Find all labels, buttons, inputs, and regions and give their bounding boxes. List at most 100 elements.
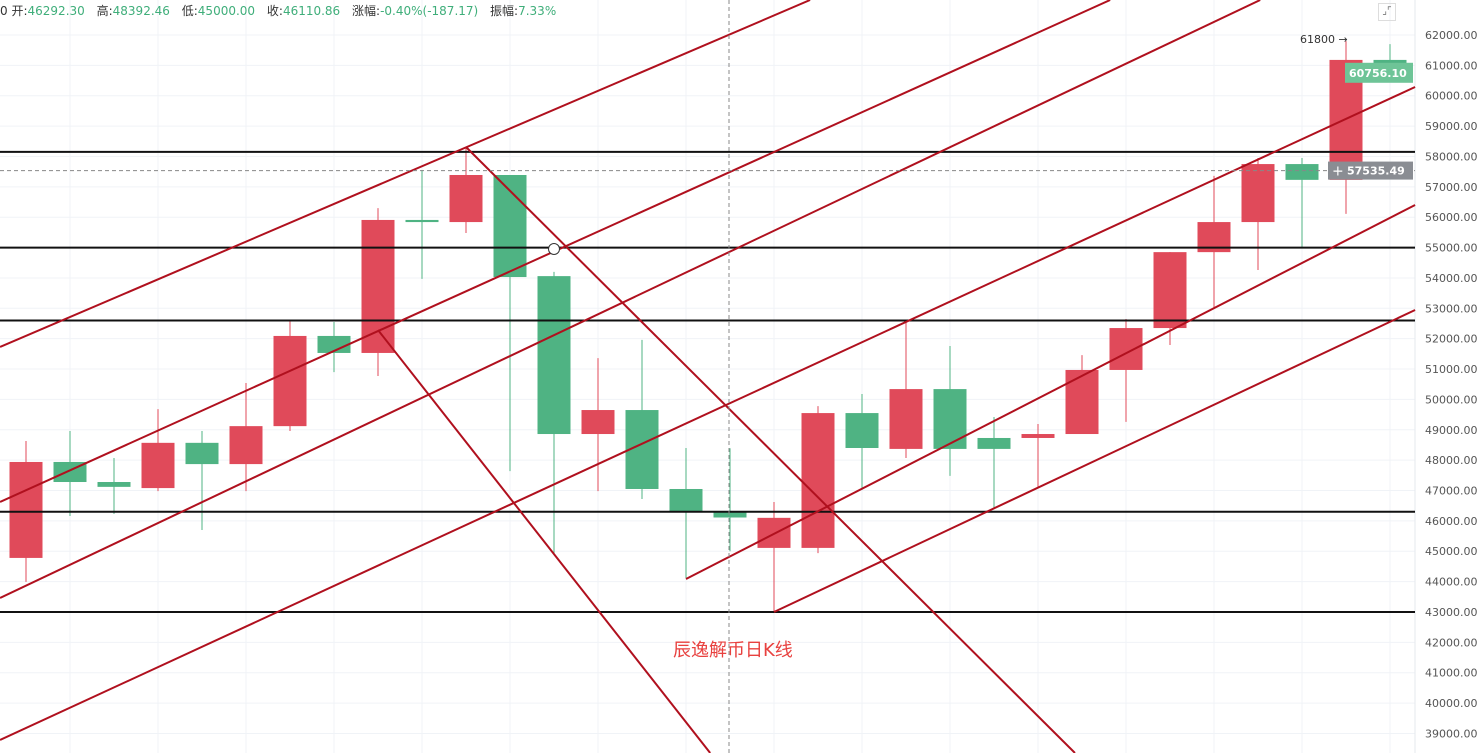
candle-body xyxy=(9,461,43,558)
candle-body xyxy=(977,437,1011,449)
candle-body xyxy=(581,410,615,435)
candle xyxy=(449,147,483,234)
candle xyxy=(889,319,923,459)
low-label: 低: xyxy=(181,4,198,18)
candle-body xyxy=(97,482,131,487)
high-annotation: 61800 → xyxy=(1300,33,1348,46)
high-label: 高: xyxy=(96,4,113,18)
candle-body xyxy=(889,389,923,449)
y-tick-label: 41000.00 xyxy=(1425,667,1478,680)
trendline xyxy=(465,146,1076,753)
candle xyxy=(1241,157,1275,271)
candle-body xyxy=(1021,434,1055,438)
y-tick-label: 62000.00 xyxy=(1425,29,1478,42)
candle xyxy=(493,175,527,472)
candle-body xyxy=(405,219,439,223)
candle xyxy=(1153,252,1187,346)
y-tick-label: 50000.00 xyxy=(1425,393,1478,406)
candle xyxy=(1109,318,1143,422)
y-tick-label: 58000.00 xyxy=(1425,150,1478,163)
candle xyxy=(977,417,1011,510)
candle xyxy=(845,393,879,490)
trendline xyxy=(0,0,1261,599)
y-tick-label: 39000.00 xyxy=(1425,727,1478,740)
y-tick-label: 59000.00 xyxy=(1425,120,1478,133)
y-tick-label: 44000.00 xyxy=(1425,576,1478,589)
y-tick-label: 49000.00 xyxy=(1425,424,1478,437)
y-tick-label: 51000.00 xyxy=(1425,363,1478,376)
candle xyxy=(669,447,703,578)
candle-body xyxy=(1109,328,1143,370)
ohlc-header: 0 开:46292.30 高:48392.46 低:45000.00 收:461… xyxy=(0,2,564,19)
y-tick-label: 47000.00 xyxy=(1425,485,1478,498)
candle xyxy=(1285,157,1319,247)
candle-body xyxy=(185,442,219,465)
high-value: 48392.46 xyxy=(112,4,170,18)
trendline xyxy=(377,329,711,753)
amplitude-label: 振幅: xyxy=(490,4,519,18)
low-value: 45000.00 xyxy=(197,4,256,18)
open-label: 开: xyxy=(11,4,28,18)
crosshair-price-label: 57535.49 xyxy=(1347,165,1405,178)
candle-body xyxy=(1241,164,1275,223)
candle xyxy=(97,458,131,514)
candle-body xyxy=(1065,369,1099,435)
candle-body xyxy=(229,426,263,465)
candle-body xyxy=(449,175,483,223)
candle xyxy=(229,383,263,492)
y-tick-label: 45000.00 xyxy=(1425,545,1478,558)
candle xyxy=(537,271,571,554)
y-tick-label: 56000.00 xyxy=(1425,211,1478,224)
candle-body xyxy=(933,389,967,449)
y-tick-label: 54000.00 xyxy=(1425,272,1478,285)
candle xyxy=(53,430,87,517)
y-tick-label: 60000.00 xyxy=(1425,90,1478,103)
change-label: 涨幅: xyxy=(352,4,381,18)
candle xyxy=(625,339,659,500)
candle xyxy=(713,448,747,552)
candle xyxy=(9,441,43,582)
y-tick-label: 52000.00 xyxy=(1425,333,1478,346)
candle-body xyxy=(361,219,395,353)
close-value: 46110.86 xyxy=(282,4,341,18)
candle-body xyxy=(1153,252,1187,329)
candle-body xyxy=(537,276,571,435)
y-tick-label: 43000.00 xyxy=(1425,606,1478,619)
candle-body xyxy=(141,442,175,489)
candle xyxy=(141,409,175,492)
watermark: 辰逸解币日K线 xyxy=(673,640,793,661)
trendline xyxy=(773,309,1416,613)
collapse-icon[interactable]: ⌟⌜ xyxy=(1378,3,1396,21)
plus-icon: + xyxy=(1332,164,1344,180)
y-tick-label: 53000.00 xyxy=(1425,302,1478,315)
trendline xyxy=(685,204,1416,580)
anchor-point-marker xyxy=(548,243,560,256)
amplitude-value: 7.33% xyxy=(518,4,557,18)
open-value: 46292.30 xyxy=(27,4,85,18)
candle xyxy=(405,170,439,279)
candle-body xyxy=(669,488,703,513)
candle xyxy=(801,406,835,554)
y-tick-label: 40000.00 xyxy=(1425,697,1478,710)
candle xyxy=(1197,175,1231,309)
candle xyxy=(185,430,219,530)
crosshair-price-label-bg xyxy=(1328,161,1413,180)
y-tick-label: 48000.00 xyxy=(1425,454,1478,467)
candle xyxy=(757,502,791,612)
candle-body xyxy=(1285,164,1319,180)
candle xyxy=(273,319,307,431)
y-tick-label: 46000.00 xyxy=(1425,515,1478,528)
candle xyxy=(581,358,615,492)
y-tick-label: 61000.00 xyxy=(1425,59,1478,72)
candle xyxy=(361,208,395,377)
candle-body xyxy=(801,413,835,548)
y-tick-label: 42000.00 xyxy=(1425,636,1478,649)
y-tick-label: 57000.00 xyxy=(1425,181,1478,194)
last-price-label-bg xyxy=(1345,62,1413,83)
trendline xyxy=(0,86,1416,741)
candle-body xyxy=(713,512,747,518)
close-label: 收: xyxy=(266,4,283,18)
candle xyxy=(317,321,351,373)
candle xyxy=(933,345,967,476)
